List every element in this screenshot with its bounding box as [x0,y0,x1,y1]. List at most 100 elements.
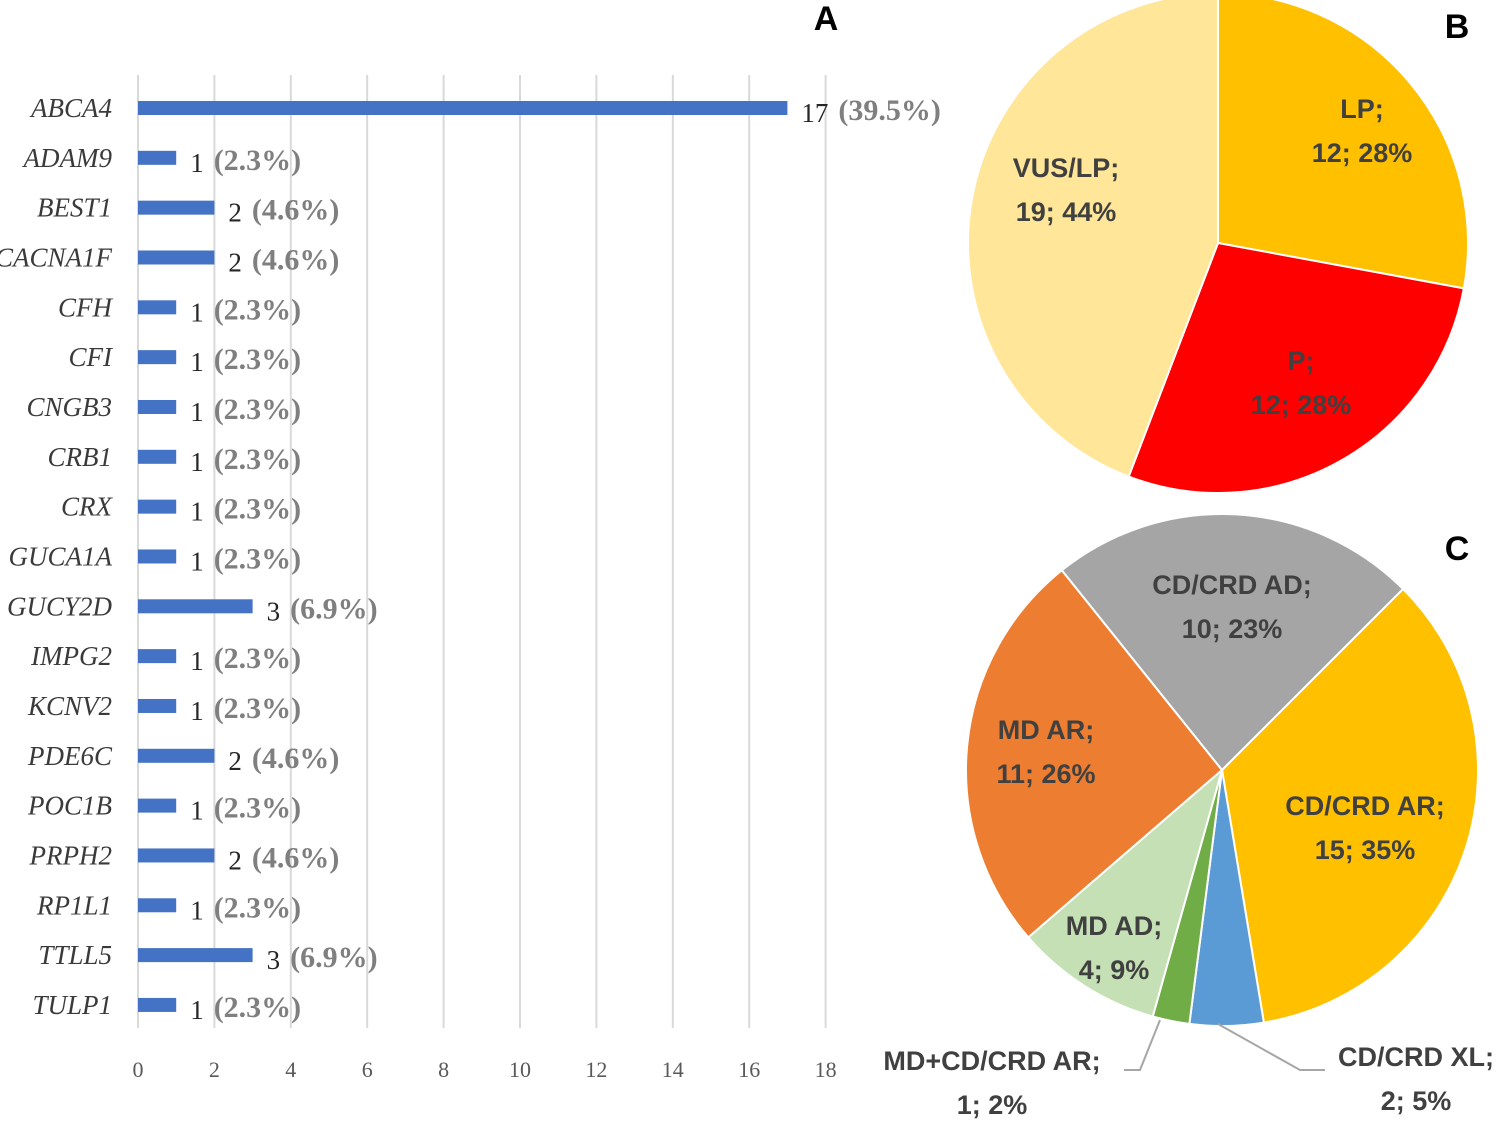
bar-rows: ABCA4 17 (39.5%)ADAM9 1 (2.3%)BEST1 2 (4.6%)CA… [0,93,941,1025]
bar-percent-label: (6.9%) [290,941,377,974]
bar-count-label: 2 [228,845,242,875]
bar [138,399,177,414]
x-tick-label: 0 [133,1057,144,1082]
pie-label-name: LP; [1340,94,1384,124]
gene-label: ABCA4 [29,93,112,123]
bar-percent-label: (2.3%) [214,493,301,526]
bar [138,549,177,564]
bar-row-crx: CRX 1 (2.3%) [61,492,301,527]
bar [138,250,215,265]
bar-percent-label: (4.6%) [252,841,339,874]
bar-row-crb1: CRB1 1 (2.3%) [48,442,302,477]
bar-count-label: 1 [190,447,204,477]
bar-percent-label: (2.3%) [214,891,301,924]
pie-label-name: CD/CRD AR; [1285,791,1444,821]
x-tick-label: 18 [815,1057,837,1082]
x-tick-label: 4 [285,1057,296,1082]
gene-label: CFH [58,292,114,322]
bar [138,698,177,713]
bar-x-axis: 0 2 4 6 8 10 12 14 16 18 [133,1057,837,1082]
variant-class-pie-chart: LP; 12; 28% P; 12; 28% VUS/LP; 19; 44% [967,0,1469,494]
bar-row-best1: BEST1 2 (4.6%) [37,193,339,228]
pie-label-name: MD+CD/CRD AR; [883,1046,1100,1076]
bar-count-label: 1 [190,646,204,676]
bar-percent-label: (2.3%) [214,991,301,1024]
bar [138,200,215,215]
x-tick-label: 16 [738,1057,760,1082]
bar [138,948,253,963]
pie-label-value: 10; 23% [1182,614,1283,644]
bar [138,350,177,365]
bar-percent-label: (2.3%) [214,393,301,426]
pie-c-slices [965,513,1479,1027]
bar-row-pde6c: PDE6C 2 (4.6%) [27,741,339,776]
x-tick-label: 8 [438,1057,449,1082]
bar-row-abca4: ABCA4 17 (39.5%) [29,93,941,128]
bar-row-cngb3: CNGB3 1 (2.3%) [26,392,301,427]
gene-label: PDE6C [27,741,113,771]
bar-percent-label: (2.3%) [214,792,301,825]
bar-row-cfh: CFH 1 (2.3%) [58,292,301,327]
bar-grid [137,75,827,1028]
pie-slice-lp [1217,0,1469,290]
bar-count-label: 1 [190,895,204,925]
pie-label-value: 15; 35% [1315,835,1416,865]
pie-c-leader-lines [1124,1019,1325,1071]
bar [138,449,177,464]
leader-line [1124,1019,1161,1071]
bar-count-label: 2 [228,198,242,228]
bar [138,649,177,664]
pie-label-value: 1; 2% [957,1090,1028,1120]
bar-count-label: 1 [190,397,204,427]
gene-label: ADAM9 [22,143,113,173]
pie-slice-md-ar [965,568,1224,939]
bar-row-cacna1f: CACNA1F 2 (4.6%) [0,242,339,277]
panel-letter-c: C [1445,530,1470,568]
gene-bar-chart: 0 2 4 6 8 10 12 14 16 18 ABCA4 17 (39.5%)ADAM9 1 (2.3… [0,75,941,1082]
bar-percent-label: (2.3%) [214,293,301,326]
pie-label-value: 4; 9% [1079,955,1150,985]
gene-label: CACNA1F [0,242,112,272]
pie-label-name: MD AD; [1066,911,1162,941]
bar [138,748,215,763]
pie-b-labels: LP; 12; 28% P; 12; 28% VUS/LP; 19; 44% [1013,94,1413,420]
bar [138,798,177,813]
bar-count-label: 1 [190,995,204,1025]
x-tick-label: 10 [509,1057,531,1082]
pie-label-value: 2; 5% [1381,1086,1452,1116]
gene-label: TTLL5 [38,940,112,970]
bar-count-label: 1 [190,696,204,726]
x-tick-label: 12 [585,1057,607,1082]
bar-count-label: 3 [267,945,281,975]
pie-label-name: CD/CRD XL; [1338,1042,1494,1072]
bar-row-cfi: CFI 1 (2.3%) [69,342,302,377]
bar-count-label: 2 [228,247,242,277]
pie-label-name: MD AR; [998,715,1094,745]
x-tick-label: 2 [209,1057,220,1082]
bar-row-guca1a: GUCA1A 1 (2.3%) [9,541,302,576]
bar [138,150,177,165]
bar-count-label: 1 [190,347,204,377]
bar [138,300,177,315]
bar-percent-label: (2.3%) [214,144,301,177]
bar-row-ttll5: TTLL5 3 (6.9%) [38,940,377,975]
bar-count-label: 1 [190,796,204,826]
bar [138,898,177,913]
bar-percent-label: (2.3%) [214,443,301,476]
pie-slice-cd-crd-ad [1060,513,1405,772]
bar [138,848,215,863]
bar-row-adam9: ADAM9 1 (2.3%) [22,143,302,178]
pie-label-name: P; [1288,346,1315,376]
bar-count-label: 1 [190,148,204,178]
gene-label: CRX [61,492,114,522]
bar-percent-label: (4.6%) [252,742,339,775]
bar-percent-label: (4.6%) [252,194,339,227]
bar-row-impg2: IMPG2 1 (2.3%) [30,641,301,676]
bar-percent-label: (39.5%) [838,94,940,127]
bar [138,997,177,1012]
bar-count-label: 17 [801,98,828,128]
bar-percent-label: (2.3%) [214,542,301,575]
bar-row-tulp1: TULP1 1 (2.3%) [32,990,301,1025]
bar-count-label: 1 [190,497,204,527]
gene-label: RP1L1 [36,890,112,920]
